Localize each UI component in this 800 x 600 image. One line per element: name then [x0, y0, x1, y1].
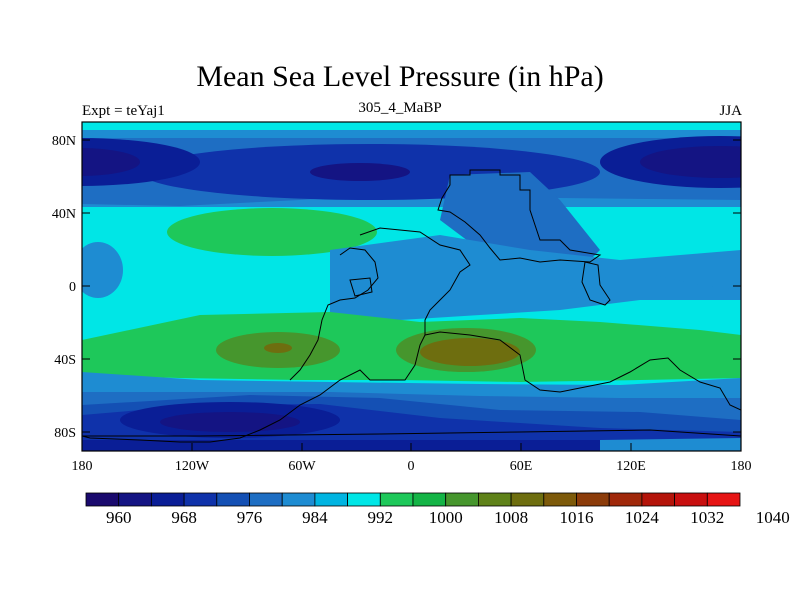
colorbar-swatch: [641, 492, 676, 507]
colorbar-swatch: [379, 492, 414, 507]
pressure-field: [82, 122, 741, 451]
colorbar-swatch: [347, 492, 381, 507]
colorbar-label-992: 992: [368, 508, 394, 527]
colorbar-swatch: [608, 492, 643, 507]
lat-label-40n: 40N: [52, 207, 76, 222]
lat-label-80s: 80S: [54, 426, 76, 441]
colorbar-swatch: [85, 492, 120, 507]
colorbar-label-1024: 1024: [625, 508, 660, 527]
experiment-label: Expt = teYaj1: [82, 103, 165, 119]
colorbar-label-960: 960: [106, 508, 132, 527]
colorbar-swatch: [281, 492, 316, 507]
colorbar-swatch: [674, 492, 708, 507]
colorbar-swatch: [510, 492, 545, 507]
season-label: JJA: [719, 103, 742, 119]
colorbar-swatch: [216, 492, 250, 507]
lat-label-0: 0: [69, 280, 76, 295]
colorbar-label-984: 984: [302, 508, 328, 527]
colorbar-swatch: [249, 492, 283, 507]
lon-label-60e: 60E: [510, 459, 533, 474]
colorbar-label-976: 976: [237, 508, 263, 527]
island-east: [581, 261, 611, 306]
colorbar-label-1040: 1040: [756, 508, 790, 527]
lon-label-120w: 120W: [175, 459, 210, 474]
continent-south: [424, 331, 741, 411]
colorbar-swatch: [445, 492, 479, 507]
lon-label-180w: 180: [72, 459, 93, 474]
antarctic-coast: [82, 429, 741, 437]
colorbar-swatch: [183, 492, 218, 507]
colorbar-swatch: [543, 492, 577, 507]
colorbar-swatch: [576, 492, 610, 507]
colorbar-swatch: [412, 492, 447, 507]
colorbar-label-968: 968: [171, 508, 197, 527]
colorbar-label-1000: 1000: [429, 508, 463, 527]
lon-label-120e: 120E: [616, 459, 646, 474]
lat-axis: [82, 139, 741, 433]
colorbar-swatch: [150, 492, 185, 507]
continent-north: [437, 169, 602, 263]
period-label: 305_4_MaBP: [358, 100, 442, 116]
lon-label-180e: 180: [731, 459, 752, 474]
colorbar-swatch: [706, 492, 741, 507]
colorbar-swatch: [314, 492, 348, 507]
continent-west: [289, 247, 379, 381]
colorbar-label-1016: 1016: [560, 508, 594, 527]
lat-label-40s: 40S: [54, 353, 76, 368]
island-west: [349, 277, 373, 297]
lon-label-0: 0: [408, 459, 415, 474]
continent-central: [82, 227, 471, 443]
map-title: Mean Sea Level Pressure (in hPa): [196, 60, 604, 93]
colorbar-swatch: [118, 492, 152, 507]
colorbar-label-1032: 1032: [690, 508, 724, 527]
colorbar-swatch: [477, 492, 512, 507]
colorbar: [85, 492, 741, 507]
lon-label-60w: 60W: [288, 459, 316, 474]
lat-label-80n: 80N: [52, 134, 76, 149]
continent-outlines: [82, 169, 741, 443]
colorbar-label-1008: 1008: [494, 508, 528, 527]
colorbar-labels: 960 968 976 984 992 1000 1008 1016 1024 …: [106, 508, 790, 527]
lon-axis: [81, 443, 742, 451]
